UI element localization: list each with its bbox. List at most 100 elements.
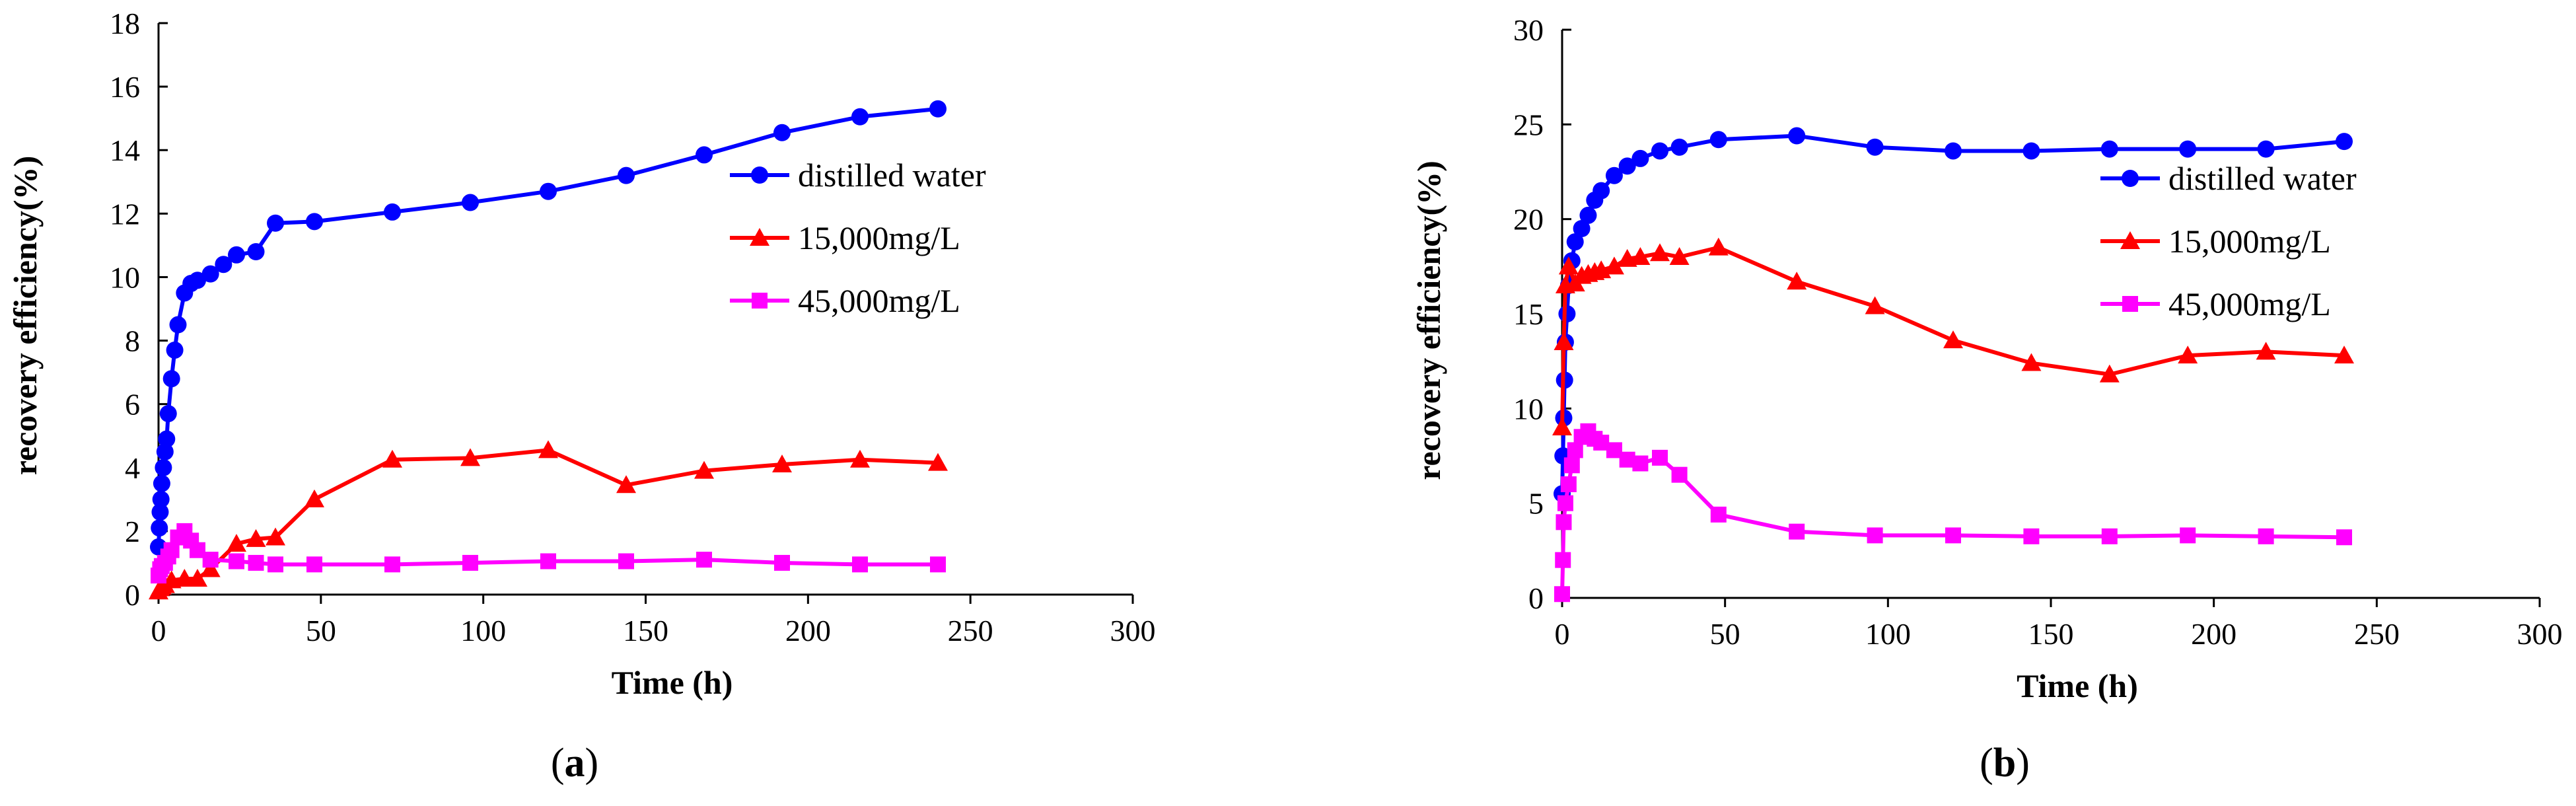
data-point (1567, 442, 1583, 458)
panel-caption-label: a (565, 741, 585, 786)
x-tick-label: 200 (2191, 617, 2236, 651)
data-point (2336, 133, 2353, 151)
y-tick-label: 18 (110, 7, 140, 40)
data-point (2099, 364, 2120, 383)
data-point (1650, 243, 1670, 262)
data-point (1671, 466, 1688, 483)
series-45-000mg-l (1554, 423, 2352, 603)
y-tick-label: 0 (1528, 581, 1544, 615)
data-point (166, 341, 184, 359)
series-15-000mg-l (1552, 237, 2354, 435)
data-point (201, 265, 219, 283)
data-point (1632, 455, 1649, 472)
y-tick-label: 30 (1513, 13, 1544, 47)
legend-entry: 45,000mg/L (2100, 285, 2331, 322)
data-point (1710, 506, 1727, 523)
legend-marker (750, 228, 769, 246)
x-tick-label: 300 (2517, 617, 2563, 651)
y-tick-label: 2 (125, 515, 140, 548)
data-point (162, 370, 180, 388)
legend-marker (2122, 296, 2138, 312)
data-point (1604, 256, 1624, 275)
data-point (2178, 346, 2198, 364)
x-tick-label: 50 (1710, 617, 1740, 651)
data-point (202, 552, 219, 568)
y-tick-label: 10 (110, 260, 140, 294)
data-point (1670, 138, 1688, 156)
data-point (852, 556, 868, 573)
data-point (1651, 142, 1668, 160)
data-point (462, 194, 479, 211)
data-point (2023, 528, 2040, 544)
data-point (2179, 140, 2197, 158)
y-axis-title: recovery efficiency(%) (7, 156, 44, 476)
data-point (158, 430, 176, 448)
data-point (616, 475, 636, 494)
legend-marker (752, 293, 768, 309)
data-point (228, 246, 245, 264)
data-point (1787, 272, 1807, 290)
data-point (2101, 528, 2118, 544)
x-axis-title: Time (h) (612, 664, 733, 701)
data-point (151, 503, 169, 521)
data-point (773, 124, 791, 141)
data-point (2257, 140, 2275, 158)
data-point (382, 449, 402, 468)
data-point (215, 256, 233, 274)
data-point (1618, 157, 1636, 175)
y-tick-label: 8 (125, 324, 140, 358)
y-tick-label: 16 (110, 70, 140, 104)
legend-marker (2120, 231, 2140, 249)
x-tick-label: 100 (1865, 617, 1911, 651)
data-point (928, 453, 948, 471)
data-point (267, 214, 284, 232)
data-point (174, 568, 195, 587)
data-point (1708, 237, 1729, 256)
data-point (1556, 514, 1572, 531)
data-point (1592, 182, 1610, 200)
data-point (2334, 346, 2354, 364)
data-point (2256, 342, 2276, 360)
data-point (1558, 256, 1579, 275)
x-tick-label: 100 (460, 614, 506, 647)
legend-marker (751, 166, 768, 184)
panel-caption: (b) (1980, 741, 2030, 786)
y-tick-label: 6 (125, 388, 140, 421)
x-tick-label: 0 (1555, 617, 1570, 651)
data-point (384, 203, 401, 221)
data-point (1865, 296, 1885, 314)
data-point (618, 166, 635, 184)
legend-label: 15,000mg/L (2168, 223, 2331, 260)
data-point (460, 448, 480, 466)
chart-a: 0 2 4 6 8 10 12 14 16 18 0 50 100 150 200 250 300 Time (h… (7, 7, 1156, 786)
series-distilled-water (150, 100, 947, 556)
x-tick-label: 250 (2354, 617, 2400, 651)
data-point (850, 449, 870, 468)
legend-entry: 15,000mg/L (730, 219, 960, 256)
y-tick-label: 20 (1513, 203, 1544, 237)
data-point (1945, 527, 1961, 544)
data-point (229, 553, 244, 569)
data-point (772, 454, 792, 472)
panel-b: 0 5 10 15 20 25 30 0 50 100 150 200 250 300 Time (h) re… (1288, 0, 2576, 806)
data-point (1669, 247, 1690, 265)
data-point (1557, 495, 1573, 511)
data-point (246, 529, 266, 547)
data-point (538, 440, 558, 458)
data-point (1573, 220, 1591, 237)
x-tick-label: 200 (785, 614, 831, 647)
data-point (1945, 142, 1962, 160)
data-point (266, 527, 285, 546)
data-point (696, 146, 713, 164)
panel-caption-label: b (1993, 741, 2016, 786)
series-45-000mg-l (151, 523, 946, 584)
data-point (929, 100, 947, 118)
data-point (247, 243, 265, 260)
data-point (188, 568, 207, 587)
data-point (930, 556, 946, 573)
data-point (248, 554, 264, 571)
data-point (1788, 127, 1806, 145)
legend-entry: distilled water (2100, 160, 2357, 197)
data-point (1789, 523, 1805, 540)
data-point (462, 554, 478, 571)
